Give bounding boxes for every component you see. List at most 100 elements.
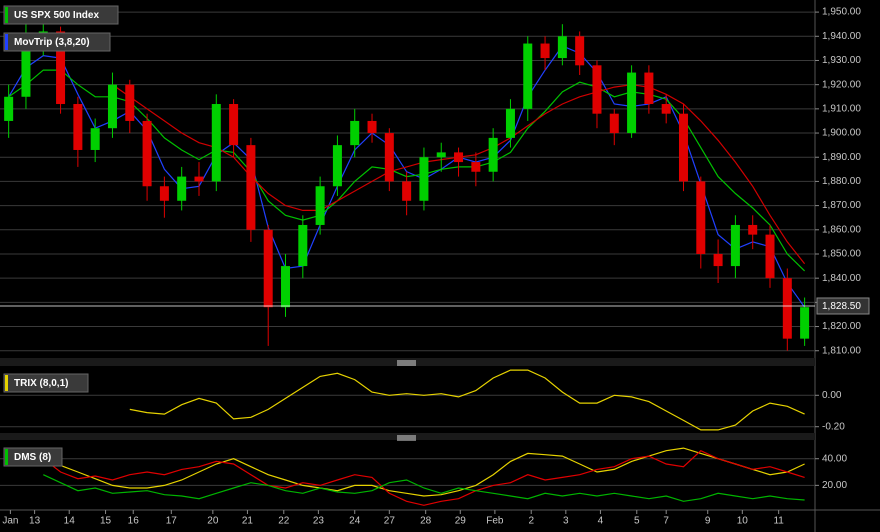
legend-box [3,447,63,467]
x-tick-label: 7 [663,516,669,527]
candle-body [488,137,498,172]
y-tick-label: -0.20 [822,421,845,432]
indicator-line [42,449,805,506]
legend-stripe [5,375,8,391]
x-tick-label: 4 [598,516,604,527]
y-tick-label: 1,930.00 [822,55,861,66]
y-tick-label: 1,840.00 [822,273,861,284]
indicator-line [43,474,805,502]
candle-body [540,43,550,59]
candle-body [384,133,394,182]
last-price-box [816,297,870,315]
x-tick-label: 22 [278,516,290,527]
legend-box [3,32,111,52]
x-tick-label: 24 [349,516,361,527]
legend-stripe [5,34,8,50]
candle-body [159,186,169,201]
candle-body [211,104,221,182]
x-tick-label: 9 [705,516,711,527]
y-tick-label: 1,890.00 [822,152,861,163]
candle-body [4,96,14,121]
y-tick-label: 1,850.00 [822,249,861,260]
y-tick-label: 1,860.00 [822,224,861,235]
x-tick-label: 11 [773,516,784,527]
candle-body [609,113,619,134]
legend-label: DMS (8) [14,452,51,463]
candle-body [281,266,291,308]
candle-body [575,36,585,66]
legend-label: MovTrip (3,8,20) [14,37,90,48]
y-tick-label: 1,810.00 [822,345,861,356]
candle-body [644,72,654,105]
candle-body [142,120,152,187]
candle-body [56,31,66,105]
indicator-line [43,447,805,497]
x-tick-label: Feb [486,516,504,527]
candle-body [107,84,117,129]
legend-label: US SPX 500 Index [14,10,99,21]
candle-body [350,120,360,146]
candle-body [229,104,239,146]
candle-body [73,104,83,150]
last-price-label: 1,828.50 [822,301,861,312]
candle-body [315,186,325,225]
candle-body [678,113,688,182]
candle-body [263,229,273,308]
legend-box [3,373,89,393]
x-tick-label: 21 [242,516,254,527]
candle-body [419,157,429,201]
y-tick-label: 1,820.00 [822,321,861,332]
candle-body [436,152,446,158]
candle-body [730,224,740,267]
x-tick-label: 3 [563,516,569,527]
x-tick-label: 2 [528,516,534,527]
candle-body [505,108,515,138]
candle-body [471,162,481,172]
y-tick-label: 1,950.00 [822,7,861,18]
x-tick-label: 15 [100,516,112,527]
legend-stripe [5,449,8,465]
candle-body [782,278,792,339]
indicator-line [129,369,805,431]
candle-body [125,84,135,121]
candle-body [194,176,204,182]
candle-body [332,145,342,187]
candle-body [592,65,602,114]
x-tick-label: Jan [2,516,18,527]
x-tick-label: 14 [64,516,76,527]
y-tick-label: 1,880.00 [822,176,861,187]
candle-body [748,224,758,235]
y-tick-label: 20.00 [822,480,847,491]
candle-body [21,41,31,97]
legend-box [3,5,119,25]
candle-body [454,152,464,163]
x-tick-label: 16 [128,516,140,527]
candle-body [627,72,637,134]
candle-body [661,104,671,114]
y-tick-label: 1,900.00 [822,128,861,139]
panel-splitter[interactable] [0,358,815,366]
x-tick-label: 27 [384,516,396,527]
y-tick-label: 1,920.00 [822,79,861,90]
y-tick-label: 1,940.00 [822,31,861,42]
candle-body [367,120,377,134]
x-tick-label: 23 [313,516,325,527]
y-tick-label: 1,910.00 [822,103,861,114]
x-tick-label: 28 [420,516,432,527]
x-tick-label: 10 [737,516,749,527]
legend-label: TRIX (8,0,1) [14,378,68,389]
candle-body [402,181,412,201]
moving-average-line [8,45,806,308]
candle-body [523,43,533,109]
splitter-handle [397,360,416,441]
candle-body [765,234,775,279]
candle-body [557,36,567,59]
y-tick-label: 40.00 [822,453,847,464]
candle-body [177,176,187,201]
candle-body [800,307,810,339]
candle-body [298,224,308,267]
legend-stripe [5,7,8,23]
